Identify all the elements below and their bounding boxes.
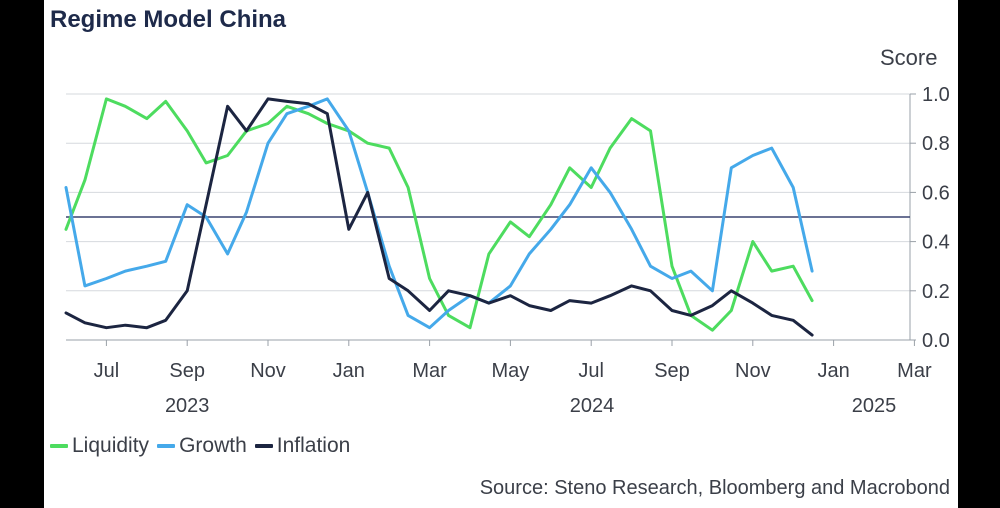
y-axis-unit-label: Score — [880, 45, 937, 70]
x-tick-label: Sep — [169, 360, 205, 382]
x-tick-label: Jul — [94, 360, 120, 382]
line-chart: 0.0 0.2 0.4 0.6 0.8 1.0 Score Jul Sep Nov Jan Mar Ma… — [64, 45, 950, 417]
legend-label-inflation: Inflation — [276, 434, 351, 457]
legend-swatch-inflation — [254, 444, 273, 448]
x-year-label: 2023 — [165, 395, 210, 417]
chart-title: Regime Model China — [50, 6, 287, 33]
chart-card: Regime Model China 0.0 0.2 0.4 0.6 0.8 1.0 Sco… — [44, 0, 958, 508]
series-line-liquidity — [64, 97, 814, 332]
x-year-label: 2025 — [852, 395, 897, 417]
x-tick-label: Nov — [735, 360, 771, 382]
legend-label-liquidity: Liquidity — [72, 434, 150, 457]
y-tick-label: 0.8 — [922, 133, 950, 155]
legend-item-liquidity: Liquidity — [50, 434, 149, 458]
y-tick-label: 1.0 — [922, 84, 950, 106]
x-tick-label: Jul — [578, 360, 604, 382]
x-tick-label: Sep — [654, 360, 690, 382]
x-tick-label: Mar — [412, 360, 447, 382]
x-tick-label: May — [492, 360, 530, 382]
y-tick-label: 0.0 — [922, 330, 950, 352]
x-year-label: 2024 — [570, 395, 615, 417]
x-tick-label: Jan — [333, 360, 365, 382]
y-tick-label: 0.2 — [922, 281, 950, 303]
legend: Liquidity Growth Inflation — [50, 434, 358, 458]
x-tick-label: Mar — [897, 360, 932, 382]
series-line-inflation — [64, 97, 814, 337]
y-tick-label: 0.6 — [922, 182, 950, 204]
legend-label-growth: Growth — [179, 434, 247, 457]
x-tick-label: Jan — [817, 360, 849, 382]
legend-item-inflation: Inflation — [254, 434, 351, 458]
x-tick-label: Nov — [250, 360, 286, 382]
series-line-growth — [64, 97, 814, 330]
legend-swatch-growth — [157, 444, 176, 448]
legend-swatch-liquidity — [50, 444, 68, 448]
legend-item-growth: Growth — [157, 434, 247, 458]
source-note: Source: Steno Research, Bloomberg and Ma… — [479, 477, 950, 499]
y-tick-label: 0.4 — [922, 232, 950, 254]
